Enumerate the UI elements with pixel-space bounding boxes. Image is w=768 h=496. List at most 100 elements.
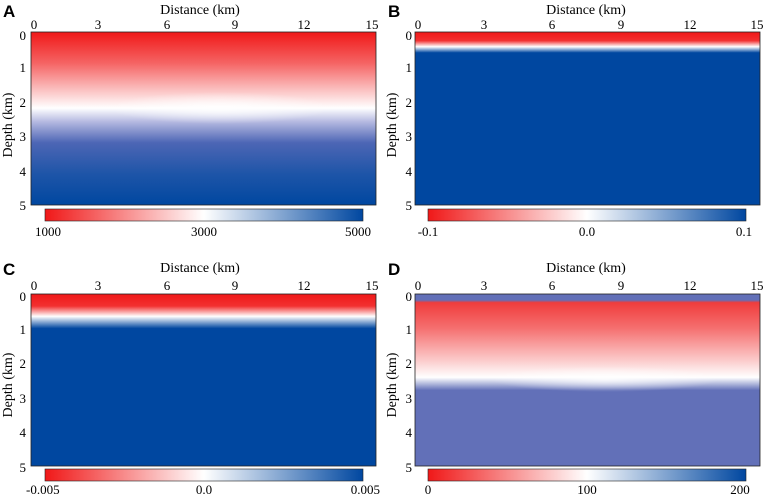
y-tick-label: 2 — [20, 95, 27, 110]
y-tick-label: 1 — [406, 322, 413, 337]
y-ticks: 0 1 2 3 4 5 — [406, 289, 413, 475]
y-tick-label: 4 — [20, 164, 27, 179]
y-tick-label: 1 — [20, 322, 27, 337]
x-tick-label: 15 — [366, 278, 379, 293]
colorbar-tick-label: 0 — [425, 482, 432, 496]
y-tick-label: 3 — [406, 129, 413, 144]
x-tick-label: 12 — [298, 278, 311, 293]
colorbar-gradient — [44, 208, 364, 222]
x-tick-label: 9 — [618, 278, 625, 293]
y-tick-label: 2 — [406, 95, 413, 110]
y-axis-label: Depth (km) — [385, 92, 400, 157]
colorbar-tick-label: 3000 — [191, 224, 217, 239]
y-ticks: 0 1 2 3 4 5 — [406, 28, 413, 213]
colorbar: -0.1 0.0 0.1 — [418, 208, 752, 239]
panel-d: D Distance (km) 0 3 6 9 12 15 0 1 2 3 4 … — [385, 260, 764, 496]
y-tick-label: 4 — [406, 425, 413, 440]
x-axis-label: Distance (km) — [546, 3, 626, 18]
x-tick-label: 12 — [298, 17, 311, 32]
y-axis-label: Depth (km) — [1, 352, 16, 417]
y-tick-label: 0 — [20, 289, 27, 304]
x-tick-label: 3 — [95, 17, 102, 32]
x-tick-label: 3 — [481, 278, 488, 293]
heatmap-field — [31, 294, 376, 466]
colorbar: -0.005 0.0 0.005 — [26, 468, 380, 496]
y-tick-label: 5 — [20, 460, 27, 475]
x-ticks: 0 3 6 9 12 15 — [415, 278, 764, 293]
x-tick-label: 15 — [751, 17, 764, 32]
x-axis-label: Distance (km) — [160, 261, 240, 276]
x-tick-label: 15 — [366, 17, 379, 32]
colorbar: 1000 3000 5000 — [35, 208, 371, 239]
x-tick-label: 3 — [95, 278, 102, 293]
y-tick-label: 0 — [406, 28, 413, 43]
colorbar-tick-label: 0.1 — [736, 224, 752, 239]
colorbar-gradient — [44, 468, 364, 482]
x-tick-label: 6 — [549, 278, 556, 293]
colorbar-gradient — [427, 208, 747, 222]
heatmap-dip — [110, 92, 330, 124]
x-tick-label: 6 — [549, 17, 556, 32]
colorbar-tick-label: -0.005 — [26, 482, 60, 496]
y-tick-label: 4 — [406, 164, 413, 179]
x-tick-label: 0 — [31, 278, 38, 293]
plot-frame — [30, 31, 377, 206]
y-ticks: 0 1 2 3 4 5 — [20, 28, 27, 213]
colorbar-gradient — [427, 468, 747, 482]
y-tick-label: 3 — [406, 391, 413, 406]
colorbar-tick-label: 100 — [577, 482, 597, 496]
plot-frame — [414, 31, 761, 206]
x-tick-label: 0 — [415, 17, 422, 32]
x-tick-label: 9 — [618, 17, 625, 32]
y-tick-label: 1 — [406, 60, 413, 75]
x-tick-label: 6 — [164, 278, 171, 293]
x-tick-label: 15 — [751, 278, 764, 293]
y-tick-label: 4 — [20, 425, 27, 440]
panel-label: C — [3, 260, 15, 279]
panel-a: A Distance (km) 0 3 6 9 12 15 0 1 2 3 4 … — [1, 2, 379, 239]
colorbar-tick-label: 0.0 — [196, 482, 212, 496]
x-tick-label: 6 — [164, 17, 171, 32]
colorbar-tick-label: 0.0 — [579, 224, 595, 239]
plot-frame — [30, 293, 377, 467]
panel-label: D — [388, 260, 400, 279]
y-tick-label: 1 — [20, 60, 27, 75]
y-axis-label: Depth (km) — [1, 92, 16, 157]
y-tick-label: 0 — [20, 28, 27, 43]
y-tick-label: 2 — [20, 356, 27, 371]
x-tick-label: 9 — [232, 278, 239, 293]
x-axis-label: Distance (km) — [546, 261, 626, 276]
panel-b: B Distance (km) 0 3 6 9 12 15 0 1 2 3 4 … — [385, 2, 764, 239]
x-tick-label: 3 — [481, 17, 488, 32]
colorbar-tick-label: -0.1 — [418, 224, 439, 239]
x-tick-label: 12 — [684, 17, 697, 32]
x-tick-label: 0 — [415, 278, 422, 293]
x-tick-label: 9 — [232, 17, 239, 32]
colorbar-tick-label: 1000 — [35, 224, 61, 239]
x-tick-label: 12 — [684, 278, 697, 293]
y-axis-label: Depth (km) — [385, 352, 400, 417]
panel-c: C Distance (km) 0 3 6 9 12 15 0 1 2 3 4 … — [1, 260, 380, 496]
heatmap-dip — [490, 366, 720, 392]
panel-label: B — [388, 2, 400, 21]
colorbar-tick-label: 0.005 — [351, 482, 380, 496]
y-tick-label: 5 — [406, 460, 413, 475]
y-ticks: 0 1 2 3 4 5 — [20, 289, 27, 475]
y-tick-label: 3 — [20, 129, 27, 144]
y-tick-label: 5 — [20, 198, 27, 213]
x-ticks: 0 3 6 9 12 15 — [31, 17, 379, 32]
y-tick-label: 2 — [406, 356, 413, 371]
y-tick-label: 3 — [20, 391, 27, 406]
colorbar-tick-label: 5000 — [345, 224, 371, 239]
plot-frame — [414, 293, 761, 467]
y-tick-label: 5 — [406, 198, 413, 213]
heatmap-field — [415, 32, 760, 205]
x-tick-label: 0 — [31, 17, 38, 32]
colorbar: 0 100 200 — [425, 468, 750, 496]
x-axis-label: Distance (km) — [160, 3, 240, 18]
x-ticks: 0 3 6 9 12 15 — [31, 278, 379, 293]
panel-label: A — [3, 2, 15, 21]
x-ticks: 0 3 6 9 12 15 — [415, 17, 764, 32]
y-tick-label: 0 — [406, 289, 413, 304]
